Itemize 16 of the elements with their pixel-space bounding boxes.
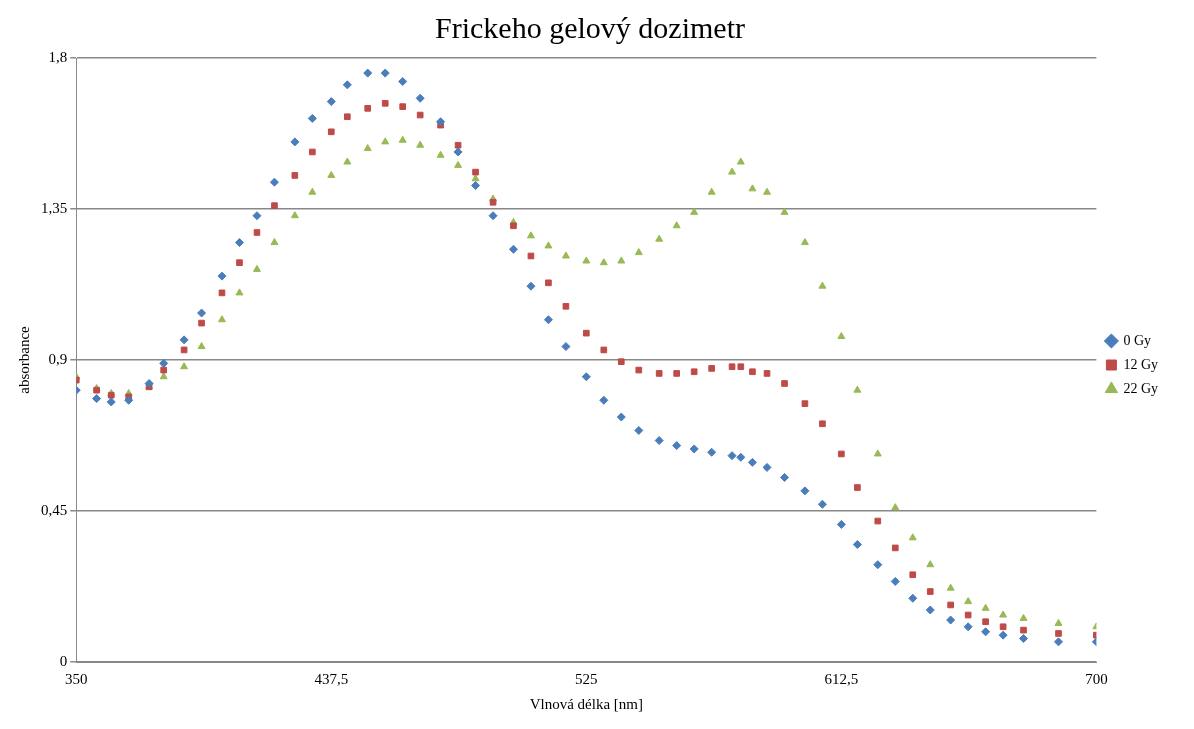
y-tick-label: 0 <box>59 652 68 669</box>
legend-label: 12 Gy <box>1123 356 1159 372</box>
x-tick-label: 700 <box>1085 670 1108 687</box>
y-tick-label: 0,9 <box>48 350 68 367</box>
y-axis-title: absorbance <box>15 325 32 394</box>
chart-title: Frickeho gelový dozimetr <box>435 10 745 44</box>
y-tick-label: 1,35 <box>41 199 68 216</box>
y-tick-label: 0,45 <box>41 501 68 518</box>
y-tick-label: 1,8 <box>48 48 68 65</box>
x-axis-title: Vlnová délka [nm] <box>529 695 643 712</box>
x-tick-label: 350 <box>65 670 88 687</box>
x-tick-label: 612,5 <box>824 670 859 687</box>
x-tick-label: 437,5 <box>314 670 349 687</box>
legend-label: 0 Gy <box>1123 332 1152 348</box>
legend-label: 22 Gy <box>1123 380 1159 396</box>
x-tick-label: 525 <box>575 670 598 687</box>
